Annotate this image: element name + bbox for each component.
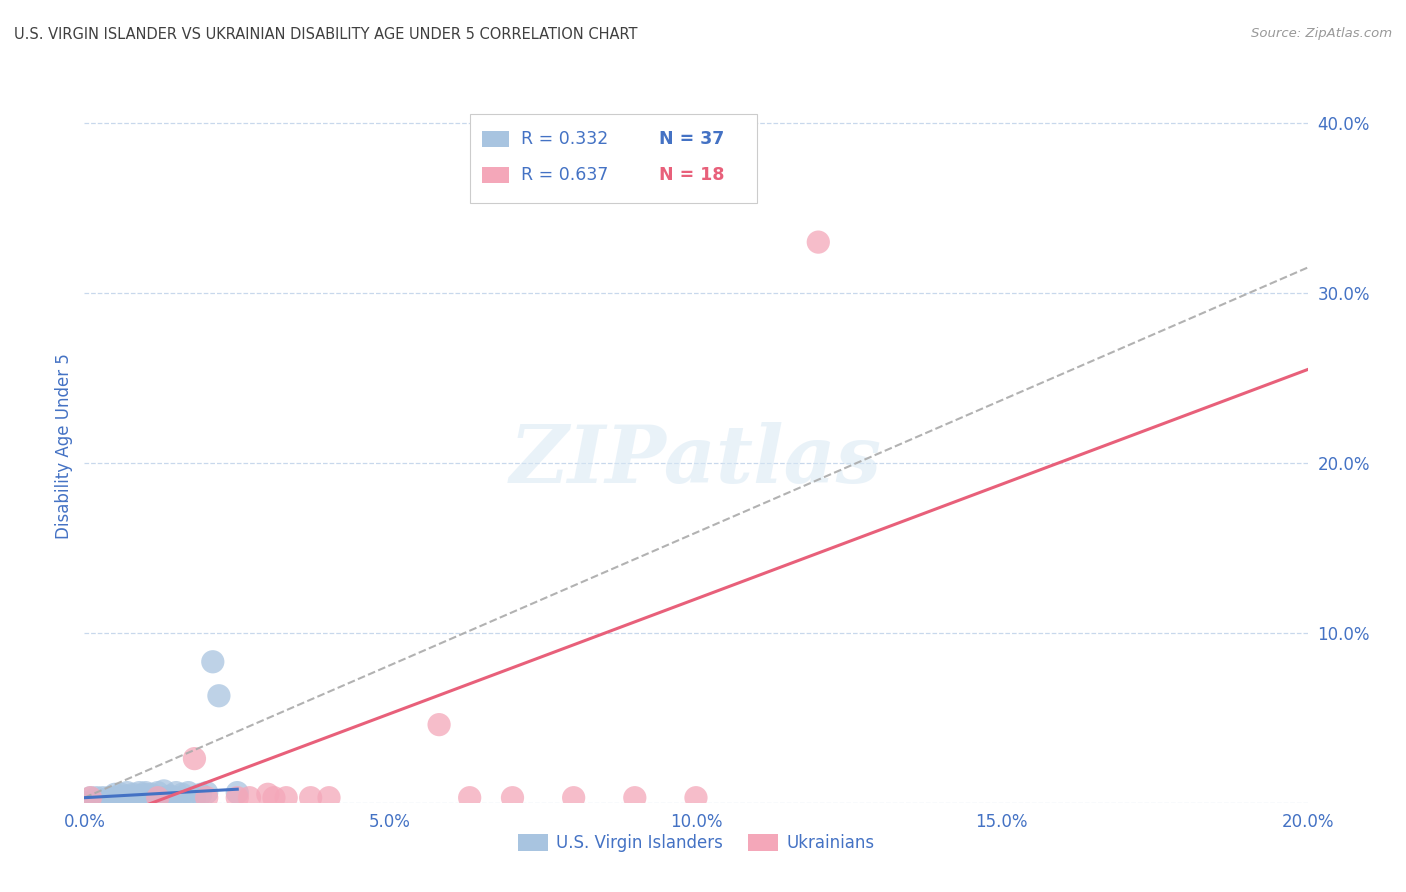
Point xyxy=(115,790,138,805)
Point xyxy=(146,790,169,805)
Point xyxy=(135,790,157,805)
Point xyxy=(135,786,157,800)
Point xyxy=(195,786,218,800)
Point xyxy=(115,789,138,803)
Point xyxy=(427,717,450,731)
Point xyxy=(165,790,187,805)
Point xyxy=(153,784,176,798)
Point xyxy=(159,789,181,803)
Text: R = 0.332: R = 0.332 xyxy=(522,130,609,148)
Point xyxy=(263,790,285,805)
FancyBboxPatch shape xyxy=(482,131,509,147)
Point xyxy=(86,790,108,805)
Point xyxy=(104,790,127,805)
Point xyxy=(238,790,260,805)
Point xyxy=(141,790,163,805)
Point xyxy=(122,790,145,805)
Point xyxy=(299,790,322,805)
Point xyxy=(91,790,114,805)
Text: N = 37: N = 37 xyxy=(659,130,724,148)
Point xyxy=(183,751,205,765)
Point xyxy=(79,790,101,805)
Point xyxy=(458,790,481,805)
Point xyxy=(208,689,231,703)
FancyBboxPatch shape xyxy=(482,167,509,183)
Point xyxy=(128,786,150,800)
Point xyxy=(146,786,169,800)
Point xyxy=(201,655,224,669)
Point xyxy=(115,786,138,800)
Point xyxy=(624,790,647,805)
Point xyxy=(190,787,212,801)
Point xyxy=(276,790,298,805)
Y-axis label: Disability Age Under 5: Disability Age Under 5 xyxy=(55,353,73,539)
Point xyxy=(128,790,150,805)
Text: R = 0.637: R = 0.637 xyxy=(522,166,609,184)
Point xyxy=(177,786,200,800)
Point xyxy=(110,790,132,805)
Point xyxy=(257,787,280,801)
Point xyxy=(226,786,249,800)
Point xyxy=(141,787,163,801)
Point xyxy=(153,790,176,805)
Point xyxy=(195,790,218,805)
Text: N = 18: N = 18 xyxy=(659,166,724,184)
Point xyxy=(122,787,145,801)
Point xyxy=(183,790,205,805)
Point xyxy=(562,790,585,805)
Point xyxy=(502,790,524,805)
Point xyxy=(135,787,157,801)
Text: U.S. VIRGIN ISLANDER VS UKRAINIAN DISABILITY AGE UNDER 5 CORRELATION CHART: U.S. VIRGIN ISLANDER VS UKRAINIAN DISABI… xyxy=(14,27,637,42)
Legend: U.S. Virgin Islanders, Ukrainians: U.S. Virgin Islanders, Ukrainians xyxy=(510,827,882,859)
Point xyxy=(685,790,707,805)
Point xyxy=(79,790,101,805)
Point xyxy=(104,787,127,801)
Point xyxy=(146,790,169,805)
Point xyxy=(318,790,340,805)
Point xyxy=(226,790,249,805)
Text: Source: ZipAtlas.com: Source: ZipAtlas.com xyxy=(1251,27,1392,40)
Point xyxy=(128,789,150,803)
FancyBboxPatch shape xyxy=(470,114,758,203)
Point xyxy=(172,787,194,801)
Point xyxy=(165,786,187,800)
Point xyxy=(807,235,830,249)
Point xyxy=(110,787,132,801)
Point xyxy=(73,796,96,810)
Text: ZIPatlas: ZIPatlas xyxy=(510,422,882,499)
Point xyxy=(97,790,120,805)
